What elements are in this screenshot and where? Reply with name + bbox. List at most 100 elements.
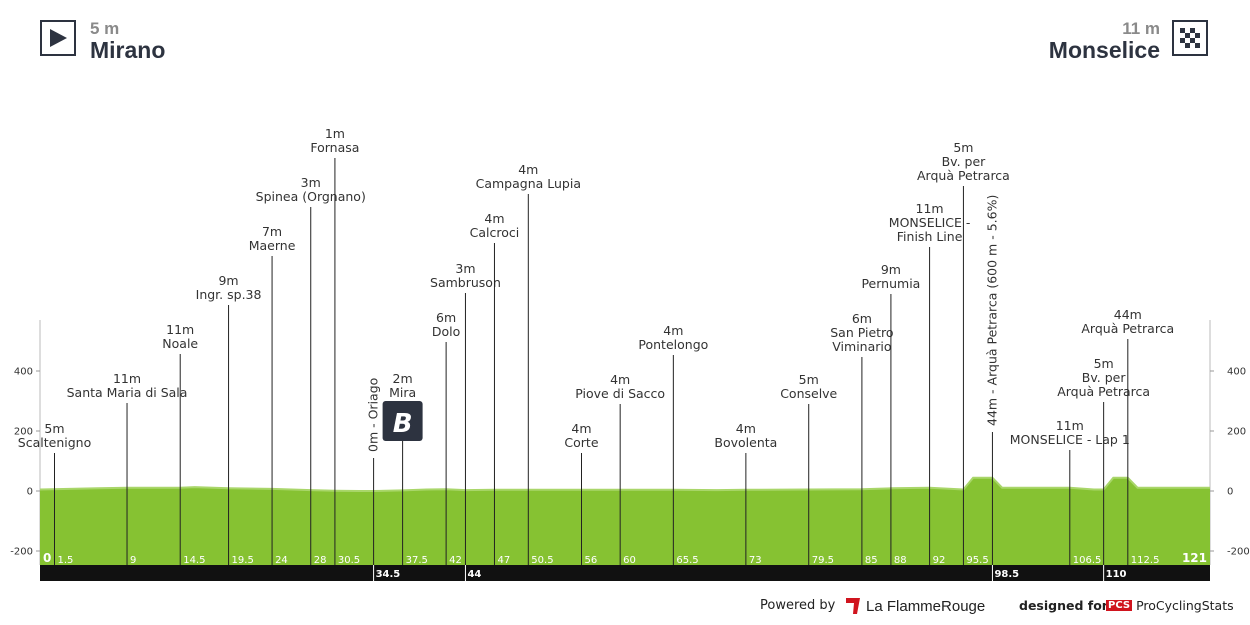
waypoint-label: Corte (564, 435, 598, 450)
pcs-name: ProCyclingStats (1136, 598, 1234, 613)
waypoint-label: MONSELICE - (889, 215, 971, 230)
km-tick-label: 1.5 (58, 555, 74, 566)
km-tick-label: 42 (449, 555, 462, 566)
km-tick-label: 95.5 (966, 555, 988, 566)
right-y-tick-label: -200 (1227, 547, 1250, 558)
waypoint-label: 2m (393, 371, 413, 386)
waypoint-label: 4m (518, 162, 538, 177)
waypoint-label: Maerne (249, 238, 296, 253)
waypoint-label: 9m (218, 273, 238, 288)
km-tick-label: 73 (749, 555, 762, 566)
left-y-tick-label: -200 (10, 547, 33, 558)
waypoint-label: Arquà Petrarca (917, 168, 1010, 183)
waypoint-label: Conselve (780, 386, 837, 401)
waypoint-label: 5m (799, 372, 819, 387)
start-name: Mirano (90, 37, 166, 63)
km-bar-label: 98.5 (994, 569, 1019, 580)
waypoint-label: Mira (389, 385, 416, 400)
brand-name: La FlammeRouge (866, 597, 986, 615)
waypoint-label: Fornasa (310, 140, 359, 155)
waypoint-label: 5m (953, 140, 973, 155)
km-tick-label: 88 (894, 555, 907, 566)
right-y-tick-label: 0 (1227, 487, 1233, 498)
waypoint-label: Noale (162, 336, 198, 351)
km-bar-label: 34.5 (376, 569, 401, 580)
waypoint-label: 11m (113, 371, 141, 386)
waypoint-label: 1m (325, 126, 345, 141)
waypoint-label: 4m (484, 211, 504, 226)
km-tick-label: 79.5 (812, 555, 834, 566)
waypoint-label: Santa Maria di Sala (67, 385, 188, 400)
km-tick-label: 121 (1182, 551, 1207, 565)
waypoint-label: Bv. per (1082, 370, 1127, 385)
waypoint-label: 6m (852, 311, 872, 326)
checkered-flag-icon (1178, 26, 1202, 50)
waypoint-label: Scaltenigno (18, 435, 91, 450)
km-tick-label: 19.5 (232, 555, 254, 566)
km-tick-label: 0 (43, 551, 51, 565)
km-bar (40, 565, 1210, 581)
powered-by-label: Powered by (760, 598, 836, 613)
km-bar-label: 44 (467, 569, 481, 580)
footer-designed-for: designed for (1019, 598, 1108, 613)
start-altitude: 5 m (90, 19, 120, 38)
right-y-tick-label: 400 (1227, 367, 1246, 378)
waypoint-label: 5m (44, 421, 64, 436)
km-tick-label: 60 (623, 555, 636, 566)
left-y-tick-label: 400 (14, 367, 33, 378)
km-tick-label: 30.5 (338, 555, 360, 566)
km-tick-label: 65.5 (676, 555, 698, 566)
km-tick-label: 85 (865, 555, 878, 566)
km-bar-label: 110 (1106, 569, 1127, 580)
waypoint-label: 3m (455, 261, 475, 276)
waypoint-label: 4m (736, 421, 756, 436)
finish-altitude: 11 m (1122, 19, 1160, 38)
waypoint-label: 4m (571, 421, 591, 436)
finish-name: Monselice (1048, 37, 1160, 63)
km-tick-label: 50.5 (531, 555, 553, 566)
waypoint-label: Bv. per (942, 154, 987, 169)
vertical-label: 44m - Arquà Petrarca (600 m - 5.6%) (984, 195, 999, 426)
footer-powered-by: Powered by (760, 598, 835, 613)
finish-icon-box (1172, 20, 1208, 56)
waypoint-label: Arquà Petrarca (1057, 384, 1150, 399)
waypoint-label: 11m (1056, 418, 1084, 433)
km-tick-label: 56 (584, 555, 597, 566)
km-tick-label: 112.5 (1131, 555, 1160, 566)
waypoint-label: Pernumia (861, 276, 920, 291)
right-y-tick-label: 200 (1227, 427, 1246, 438)
waypoint-label: Campagna Lupia (476, 176, 581, 191)
waypoint-label: San Pietro (830, 325, 893, 340)
waypoint-label: Bovolenta (714, 435, 777, 450)
badge-bg (382, 401, 423, 441)
footer-brand: La FlammeRouge (845, 597, 985, 615)
waypoint-label: Dolo (432, 324, 460, 339)
waypoint-label: 3m (301, 175, 321, 190)
profile-area (40, 477, 1210, 565)
waypoint-label: 6m (436, 310, 456, 325)
km-tick-label: 9 (130, 555, 136, 566)
waypoint-label: Finish Line (897, 229, 963, 244)
left-y-tick-label: 0 (27, 487, 33, 498)
km-tick-label: 92 (933, 555, 946, 566)
waypoint-label: Calcroci (470, 225, 520, 240)
designed-for-label: designed for (1019, 598, 1108, 613)
flamme-rouge-icon (846, 598, 860, 614)
play-icon (50, 29, 67, 47)
waypoint-label: Spinea (Orgnano) (256, 189, 366, 204)
footer-pcs: PCS ProCyclingStats (1106, 598, 1234, 613)
km-tick-label: 14.5 (183, 555, 205, 566)
km-tick-label: 47 (497, 555, 510, 566)
waypoint-label: Pontelongo (638, 337, 708, 352)
waypoint-label: 11m (166, 322, 194, 337)
waypoint-label: Piove di Sacco (575, 386, 665, 401)
start-icon-box (40, 20, 76, 56)
km-tick-label: 37.5 (406, 555, 428, 566)
waypoint-label: 9m (881, 262, 901, 277)
waypoint-label: Ingr. sp.38 (196, 287, 262, 302)
km-tick-label: 106.5 (1073, 555, 1102, 566)
waypoint-label: 5m (1094, 356, 1114, 371)
pcs-logo: PCS (1106, 600, 1133, 611)
waypoint-label: Viminario (832, 339, 891, 354)
